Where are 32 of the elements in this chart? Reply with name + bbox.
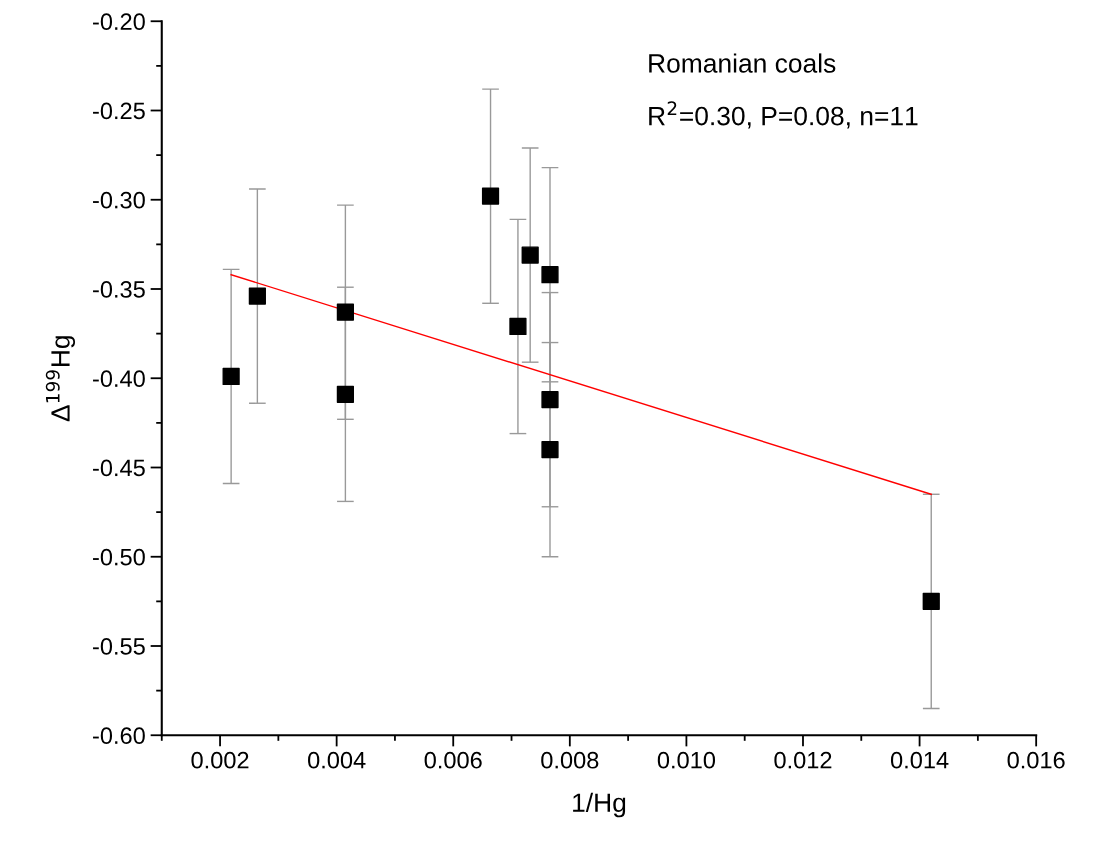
annotation: Romanian coals (649, 53, 836, 73)
point (541, 391, 559, 409)
point (509, 317, 527, 336)
y-tick-label: -0.30 (93, 191, 145, 209)
y-tick-label: -0.20 (93, 13, 145, 31)
x-tick-label: 0.004 (308, 751, 366, 769)
point (541, 441, 559, 459)
y-tick-label: -0.40 (93, 370, 145, 388)
x-tick-label: 0.008 (541, 751, 599, 769)
y-tick-label: -0.60 (93, 727, 145, 745)
point (541, 266, 559, 284)
x-axis-title: 1/Hg (573, 792, 626, 818)
point (521, 246, 539, 264)
point (336, 385, 355, 403)
point (222, 367, 240, 386)
y-tick-label: -0.25 (93, 102, 145, 120)
y-tick-label: -0.35 (93, 281, 145, 298)
x-tick-label: 0.010 (657, 751, 716, 769)
x-tick-label: 0.014 (890, 751, 949, 769)
x-tick-label: 0.002 (191, 751, 249, 769)
y-tick-label: -0.55 (93, 638, 145, 655)
point (922, 592, 940, 610)
y-axis-title: Δ$^{199}$Hg (45, 336, 76, 422)
x-tick-label: 0.012 (774, 751, 832, 769)
y-tick-label: -0.50 (93, 548, 145, 566)
point (481, 187, 500, 205)
x-tick-label: 0.016 (1007, 751, 1065, 769)
annotation: R$^{2}$=0.30, P=0.08, n=11 (649, 101, 918, 129)
y-tick-label: -0.45 (93, 459, 145, 477)
x-tick-label: 0.006 (424, 751, 482, 769)
point (336, 303, 355, 321)
point (248, 287, 266, 305)
